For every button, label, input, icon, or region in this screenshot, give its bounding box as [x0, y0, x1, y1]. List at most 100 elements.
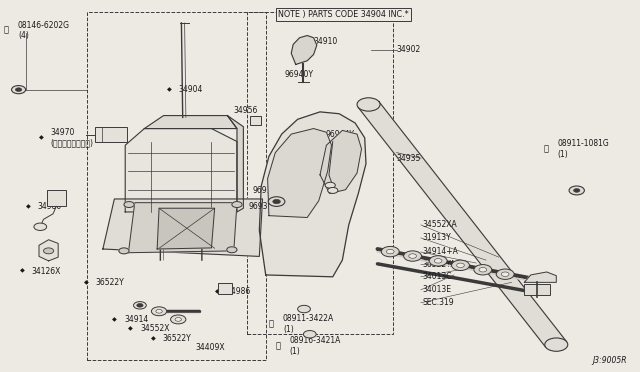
Text: 31913Y: 31913Y	[422, 233, 451, 243]
Circle shape	[232, 202, 242, 208]
Polygon shape	[358, 102, 567, 347]
Text: ◆: ◆	[192, 237, 197, 242]
Text: 08911-3422A
(1): 08911-3422A (1)	[283, 314, 334, 334]
Circle shape	[34, 223, 47, 231]
Text: ◆: ◆	[151, 336, 156, 341]
Text: 36522Y: 36522Y	[95, 278, 124, 287]
Circle shape	[409, 254, 417, 258]
Text: 34552XA: 34552XA	[422, 221, 457, 230]
Bar	[524, 284, 550, 295]
Text: Ⓝ: Ⓝ	[275, 341, 280, 350]
Circle shape	[479, 267, 486, 272]
Text: ◆: ◆	[314, 132, 318, 137]
Text: 34956: 34956	[234, 106, 258, 115]
Text: 08916-3421A
(1): 08916-3421A (1)	[289, 336, 340, 356]
Circle shape	[501, 272, 509, 276]
Text: ◆: ◆	[84, 280, 88, 285]
Circle shape	[328, 187, 338, 193]
Text: 34914: 34914	[124, 315, 148, 324]
Text: 34409X: 34409X	[195, 343, 225, 352]
Text: 34126X: 34126X	[31, 267, 61, 276]
Text: 96932XA: 96932XA	[248, 202, 284, 211]
Text: ◆: ◆	[214, 289, 220, 294]
Polygon shape	[291, 36, 317, 64]
Circle shape	[303, 331, 316, 338]
Circle shape	[381, 246, 399, 257]
Text: 08146-6202G
(4): 08146-6202G (4)	[18, 20, 70, 40]
Text: ◆: ◆	[167, 87, 172, 92]
Text: NOTE ) PARTS CODE 34904 INC.*: NOTE ) PARTS CODE 34904 INC.*	[278, 10, 409, 19]
Polygon shape	[320, 131, 362, 193]
Circle shape	[545, 338, 568, 351]
Polygon shape	[227, 116, 243, 212]
Circle shape	[134, 302, 147, 309]
Text: 96940Y: 96940Y	[285, 70, 314, 79]
Text: 34980: 34980	[38, 202, 62, 211]
Text: 34935: 34935	[397, 154, 421, 163]
Circle shape	[156, 310, 163, 313]
Text: 34902: 34902	[397, 45, 421, 54]
Text: ◆: ◆	[129, 326, 133, 331]
Polygon shape	[129, 203, 237, 253]
Polygon shape	[145, 116, 237, 129]
Text: ◆: ◆	[113, 317, 117, 322]
Text: 34013E: 34013E	[422, 285, 451, 294]
Bar	[95, 128, 127, 142]
Circle shape	[273, 199, 280, 204]
Circle shape	[457, 263, 465, 267]
Bar	[250, 116, 261, 125]
Text: 34552X: 34552X	[140, 324, 170, 333]
Polygon shape	[524, 272, 556, 282]
Circle shape	[175, 318, 181, 321]
Text: Ⓝ: Ⓝ	[543, 144, 548, 153]
Circle shape	[12, 86, 26, 94]
Circle shape	[573, 189, 580, 192]
Text: 34914+A: 34914+A	[422, 247, 458, 256]
Text: 36522Y: 36522Y	[163, 334, 191, 343]
Circle shape	[119, 248, 129, 254]
Polygon shape	[259, 112, 366, 277]
Polygon shape	[157, 208, 214, 249]
Circle shape	[227, 247, 237, 253]
Circle shape	[298, 305, 310, 313]
Text: 08911-1081G
(1): 08911-1081G (1)	[557, 139, 609, 158]
Circle shape	[15, 88, 22, 92]
Text: 34904: 34904	[178, 85, 203, 94]
Polygon shape	[125, 129, 237, 212]
Circle shape	[474, 264, 492, 275]
Text: ◆: ◆	[26, 204, 31, 209]
Text: 96932X: 96932X	[253, 186, 282, 195]
Circle shape	[387, 249, 394, 254]
Text: 34986: 34986	[226, 287, 250, 296]
Polygon shape	[39, 240, 58, 261]
Circle shape	[325, 182, 335, 188]
Bar	[246, 12, 394, 334]
Text: 36522YA: 36522YA	[422, 260, 456, 269]
Circle shape	[452, 260, 469, 270]
Circle shape	[404, 251, 422, 261]
Text: SEC.319: SEC.319	[422, 298, 454, 307]
Text: ◆: ◆	[39, 135, 44, 140]
Circle shape	[124, 202, 134, 208]
Bar	[47, 190, 66, 206]
Circle shape	[137, 304, 143, 307]
Text: 34918: 34918	[204, 235, 228, 244]
Circle shape	[268, 197, 285, 206]
Text: Ⓝ: Ⓝ	[269, 320, 274, 328]
Circle shape	[429, 256, 447, 266]
Circle shape	[496, 269, 514, 279]
Text: 96944Y: 96944Y	[325, 129, 354, 139]
Circle shape	[435, 259, 442, 263]
Text: 34970
(構成部品は別販売): 34970 (構成部品は別販売)	[51, 128, 93, 148]
Circle shape	[569, 186, 584, 195]
Circle shape	[44, 248, 54, 254]
Text: 34013C: 34013C	[422, 272, 452, 281]
Text: Ⓑ: Ⓑ	[4, 26, 9, 35]
Text: J3:9005R: J3:9005R	[592, 356, 627, 365]
Polygon shape	[268, 129, 332, 218]
Bar	[87, 12, 266, 360]
Text: ◆: ◆	[20, 269, 24, 274]
Circle shape	[171, 315, 186, 324]
Circle shape	[152, 307, 167, 316]
Text: 34910: 34910	[314, 37, 338, 46]
